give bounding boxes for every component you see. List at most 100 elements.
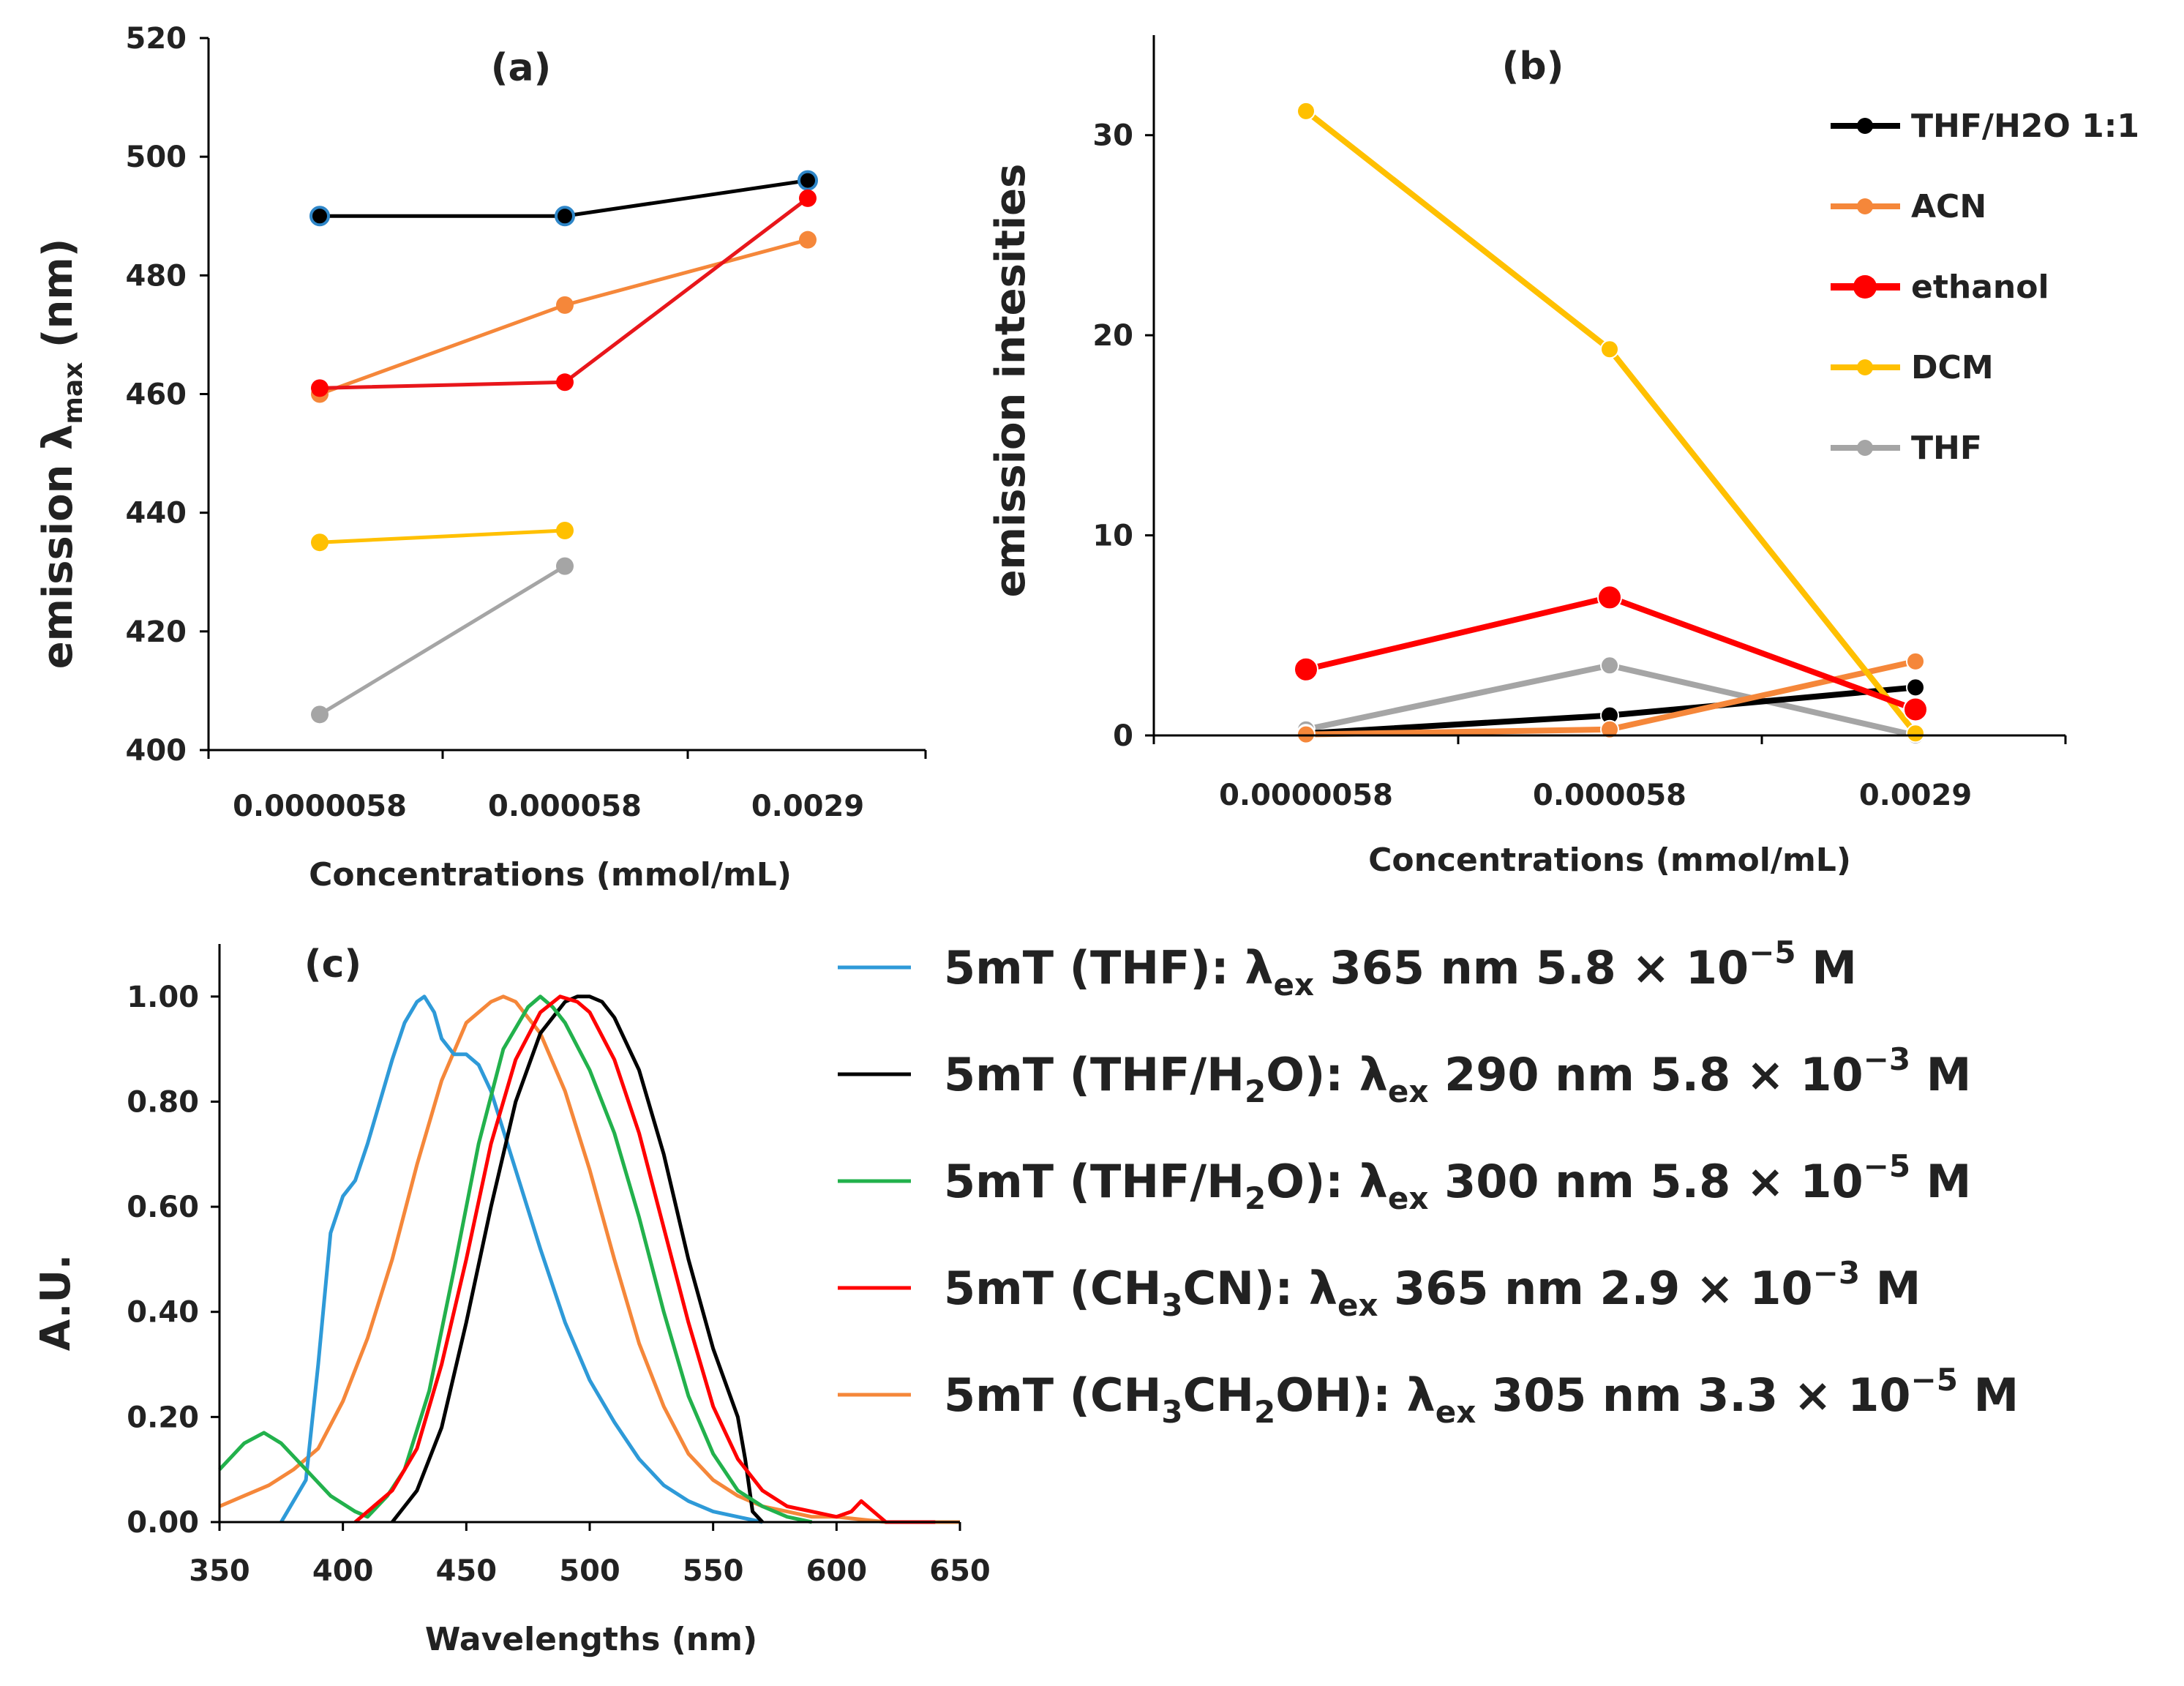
panel-a-data-point — [311, 705, 329, 724]
panel-c-legend-text-part: CN): λ — [1183, 1262, 1337, 1315]
panel-b-legend-marker — [1857, 118, 1873, 134]
panel-c-xtick-label: 550 — [683, 1554, 744, 1588]
panel-c-ytick-label: 1.00 — [127, 981, 199, 1014]
panel-b-legend-marker — [1857, 198, 1873, 214]
panel-a-xtick-label: 0.0029 — [751, 790, 864, 823]
panel-b-ytick-label: 20 — [1092, 319, 1133, 353]
panel-c-spectrum-line — [353, 994, 936, 1524]
panel-c-spectrum-line — [218, 994, 813, 1524]
panel-c-xtick-label: 600 — [806, 1554, 868, 1588]
panel-b-data-point — [1906, 678, 1925, 697]
panel-c-legend-label: 5mT (THF/H2O): λex 290 nm 5.8 × 10−3 M — [944, 1041, 1971, 1109]
panel-c-legend-text-part: 5mT (CH — [944, 1262, 1161, 1315]
panel-a-ytick-label: 400 — [126, 734, 187, 768]
panel-a-ylabel: emission λmax (nm) — [34, 239, 89, 670]
panel-a-chart: (a) 400 420 440 460 480 500 520 0.0000058 0.0000… — [34, 22, 927, 893]
panel-b-ytick-label: 30 — [1092, 119, 1133, 153]
panel-b-data-point — [1903, 697, 1928, 722]
panel-b-xtick-label: 0.000058 — [1533, 779, 1686, 812]
panel-c-xlabel: Wavelengths (nm) — [425, 1621, 757, 1658]
panel-c-legend-text-part: 365 nm 5.8 × 10 — [1314, 941, 1749, 994]
panel-b-legend-label: THF — [1911, 430, 1982, 467]
panel-c-legend-text-part: M — [1910, 1155, 1971, 1208]
panel-b-legend-label: ACN — [1911, 188, 1986, 225]
panel-c-legend-text-part: −3 — [1813, 1255, 1860, 1291]
panel-c-chart: (c) 0.00 0.20 0.40 0.60 0.80 1.00 350 400 450 500… — [32, 934, 2019, 1658]
panel-a-ylabel-suffix: (nm) — [34, 239, 82, 362]
panel-c-legend-text-part: ex — [1436, 1394, 1476, 1430]
panel-c-legend-text-part: 2 — [1245, 1074, 1266, 1109]
panel-a-ytick-label: 420 — [126, 615, 187, 649]
panel-c-legend-label: 5mT (CH3CH2OH): λex 305 nm 3.3 × 10−5 M — [944, 1362, 2019, 1430]
panel-b-legend-label: DCM — [1911, 349, 1994, 386]
panel-c-legend-text-part: ex — [1388, 1180, 1429, 1216]
panel-c-xtick-label: 450 — [436, 1554, 498, 1588]
panel-c-legend-text-part: −5 — [1911, 1362, 1958, 1398]
panel-a-ytick-label: 500 — [126, 140, 187, 174]
panel-c-legend-label: 5mT (THF): λex 365 nm 5.8 × 10−5 M — [944, 934, 1857, 1003]
panel-a-data-point — [799, 189, 817, 207]
panel-b-data-point — [1600, 656, 1619, 675]
panel-c-xtick-label: 400 — [312, 1554, 374, 1588]
panel-c-ytick-label: 0.00 — [127, 1506, 199, 1540]
panel-c-ytick-label: 0.20 — [127, 1401, 199, 1434]
panel-c-legend-text-part: 5mT (THF/H — [944, 1155, 1245, 1208]
panel-b-legend-label: ethanol — [1911, 269, 2049, 306]
panel-a-series-line — [319, 196, 809, 390]
panel-a-ylabel-sub: max — [59, 362, 89, 424]
panel-b-data-point — [1600, 340, 1619, 359]
panel-c-legend-text-part: CH — [1183, 1368, 1254, 1422]
panel-a-ytick-label: 460 — [126, 378, 187, 412]
panel-c-legend-text-part: O): λ — [1266, 1155, 1388, 1208]
panel-c-legend-text-part: 5mT (CH — [944, 1368, 1161, 1422]
panel-a-xtick-label: 0.000058 — [488, 790, 642, 823]
panel-c-legend-text-part: −5 — [1749, 934, 1795, 970]
panel-a-data-point — [556, 521, 574, 539]
panel-c-legend-text-part: 5mT (THF): λ — [944, 941, 1273, 994]
panel-c-legend-text-part: M — [1910, 1048, 1971, 1101]
panel-b-chart: (b) 0 10 20 30 0.0000058 0.000058 0.0029 THF/H… — [987, 35, 2139, 879]
panel-c-legend-text-part: 3 — [1161, 1394, 1182, 1430]
panel-a-xlabel: Concentrations (mmol/mL) — [309, 856, 792, 893]
panel-a-ytick-label: 480 — [126, 259, 187, 293]
panel-b-ytick-label: 10 — [1092, 520, 1133, 553]
panel-c-legend-text-part: −5 — [1864, 1148, 1910, 1184]
panel-c-ytick-label: 0.80 — [127, 1085, 199, 1119]
panel-a-data-point — [799, 231, 817, 249]
panel-c-legend-text-part: 5mT (THF/H — [944, 1048, 1245, 1101]
panel-b-ylabel: emission intesities — [987, 164, 1035, 598]
panel-c-legend-text-part: M — [1796, 941, 1857, 994]
panel-a-data-point — [311, 379, 329, 397]
panel-c-legend-label: 5mT (CH3CN): λex 365 nm 2.9 × 10−3 M — [944, 1255, 1921, 1323]
panel-b-data-point — [1294, 656, 1318, 682]
panel-c-legend-text-part: M — [1860, 1262, 1921, 1315]
panel-a-data-point — [556, 296, 574, 314]
panel-b-data-point — [1296, 101, 1316, 121]
panel-b-xtick-label: 0.0029 — [1859, 779, 1972, 812]
panel-a-data-point — [556, 373, 574, 391]
panel-c-title: (c) — [304, 943, 361, 986]
panel-a-ytick-label: 440 — [126, 497, 187, 531]
panel-c-legend-text-part: M — [1958, 1368, 2019, 1422]
panel-c-legend-text-part: O): λ — [1266, 1048, 1388, 1101]
panel-c-spectrum-line — [279, 994, 763, 1524]
panel-b-ytick-label: 0 — [1113, 719, 1133, 753]
panel-b-xtick-label: 0.0000058 — [1219, 779, 1393, 812]
panel-c-ylabel: A.U. — [32, 1254, 80, 1351]
panel-c-legend-text-part: 3 — [1161, 1287, 1182, 1323]
panel-c-spectrum-line — [391, 994, 764, 1524]
panel-c-legend-label: 5mT (THF/H2O): λex 300 nm 5.8 × 10−5 M — [944, 1148, 1971, 1216]
panel-a-data-point — [311, 533, 329, 552]
panel-b-legend-label: THF/H2O 1:1 — [1911, 108, 2139, 145]
panel-c-legend-text-part: OH): λ — [1275, 1368, 1436, 1422]
panel-c-ytick-label: 0.40 — [127, 1296, 199, 1330]
panel-b-title: (b) — [1502, 45, 1564, 89]
panel-a-ylabel-main: emission λ — [34, 424, 82, 670]
panel-b-data-point — [1906, 651, 1925, 671]
panel-b-data-point — [1600, 719, 1619, 739]
panel-b-data-point — [1597, 585, 1622, 610]
panel-c-legend-text-part: −3 — [1864, 1041, 1910, 1077]
panel-c-legend-text-part: 365 nm 2.9 × 10 — [1378, 1262, 1813, 1315]
panel-c-legend-text-part: ex — [1337, 1287, 1378, 1323]
panel-a-data-point — [555, 206, 575, 227]
